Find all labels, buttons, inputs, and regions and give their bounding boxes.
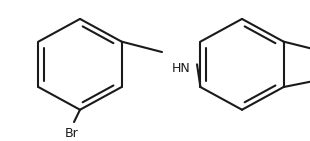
- Text: HN: HN: [172, 62, 191, 75]
- Text: Br: Br: [65, 127, 79, 140]
